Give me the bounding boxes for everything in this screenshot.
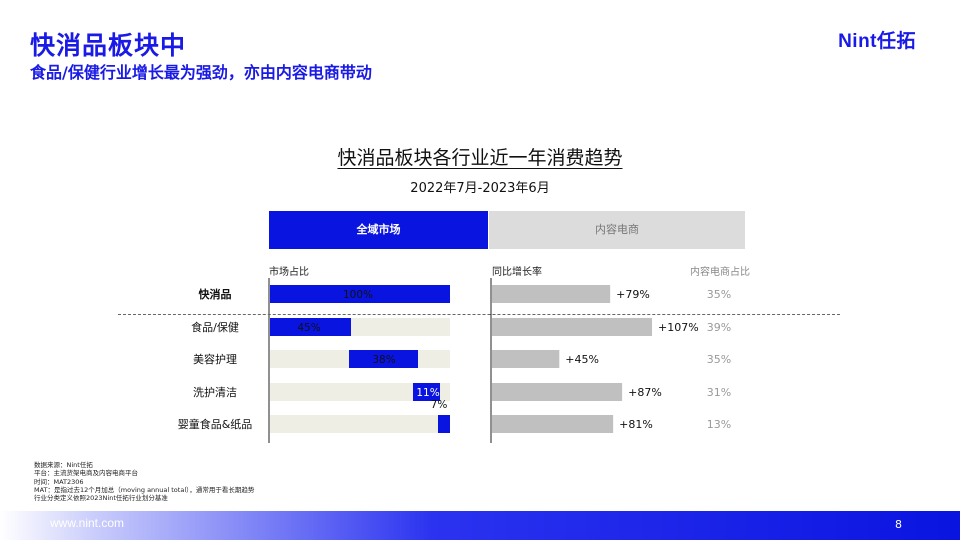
note-line: 数据来源：Nint任拓 (34, 461, 93, 469)
chart-title: 快消品板块各行业近一年消费趋势 (337, 147, 623, 169)
growth-label: +81% (619, 418, 653, 431)
content-share-label: 35% (707, 288, 731, 301)
share-label: 45% (297, 322, 320, 334)
content-share-label: 13% (707, 418, 731, 431)
share-label: 7% (431, 399, 448, 411)
category-label: 婴童食品&纸品 (178, 417, 253, 431)
category-label: 快消品 (198, 287, 232, 301)
content-share-label: 31% (707, 386, 731, 399)
share-bar (438, 415, 450, 433)
share-label: 11% (416, 387, 439, 399)
content-share-label: 39% (707, 321, 731, 334)
category-label: 美容护理 (193, 352, 237, 366)
chart-period: 2022年7月-2023年6月 (410, 181, 550, 196)
growth-label: +107% (658, 321, 699, 334)
source-notes: 数据来源：Nint任拓 平台：主流货架电商及内容电商平台 时间：MAT2306 … (34, 461, 254, 502)
category-label: 洗护清洁 (193, 385, 237, 399)
page-title: 快消品板块中 (30, 31, 187, 60)
footer-url[interactable]: www.nint.com (50, 516, 125, 530)
content-share-header: 内容电商占比 (690, 267, 750, 278)
note-line: MAT：是指过去12个月加总（moving annual total），通常用于… (34, 485, 255, 494)
growth-label: +79% (616, 288, 650, 301)
market-share-header: 市场占比 (269, 267, 309, 278)
note-line: 时间：MAT2306 (34, 477, 84, 486)
growth-bar (492, 350, 560, 368)
growth-label: +45% (565, 353, 599, 366)
share-label: 100% (343, 289, 373, 301)
tab-content-ecommerce[interactable]: 内容电商 (489, 211, 745, 249)
share-track (270, 415, 450, 433)
yoy-growth-header: 同比增长率 (492, 267, 542, 278)
content-share-label: 35% (707, 353, 731, 366)
note-line: 平台：主流货架电商及内容电商平台 (34, 469, 138, 478)
tab-all-market[interactable]: 全域市场 (269, 211, 488, 249)
growth-bar (492, 285, 611, 303)
divider-line (118, 314, 840, 315)
share-bar (270, 318, 351, 336)
category-label: 食品/保健 (191, 320, 239, 334)
page-subtitle: 食品/保健行业增长最为强劲，亦由内容电商带动 (30, 63, 372, 82)
brand-logo: Nint任拓 (838, 31, 916, 52)
note-line: 行业分类定义依照2023Nint任拓行业划分基准 (34, 494, 168, 503)
growth-bar (492, 383, 623, 401)
growth-bar (492, 318, 653, 336)
share-label: 38% (372, 354, 395, 366)
growth-bar (492, 415, 614, 433)
footer-bar (0, 511, 960, 540)
share-track (270, 383, 450, 401)
share-bar (413, 383, 440, 401)
share-bar (270, 285, 450, 303)
growth-label: +87% (628, 386, 662, 399)
page-number: 8 (895, 518, 902, 531)
share-bar (349, 350, 418, 368)
